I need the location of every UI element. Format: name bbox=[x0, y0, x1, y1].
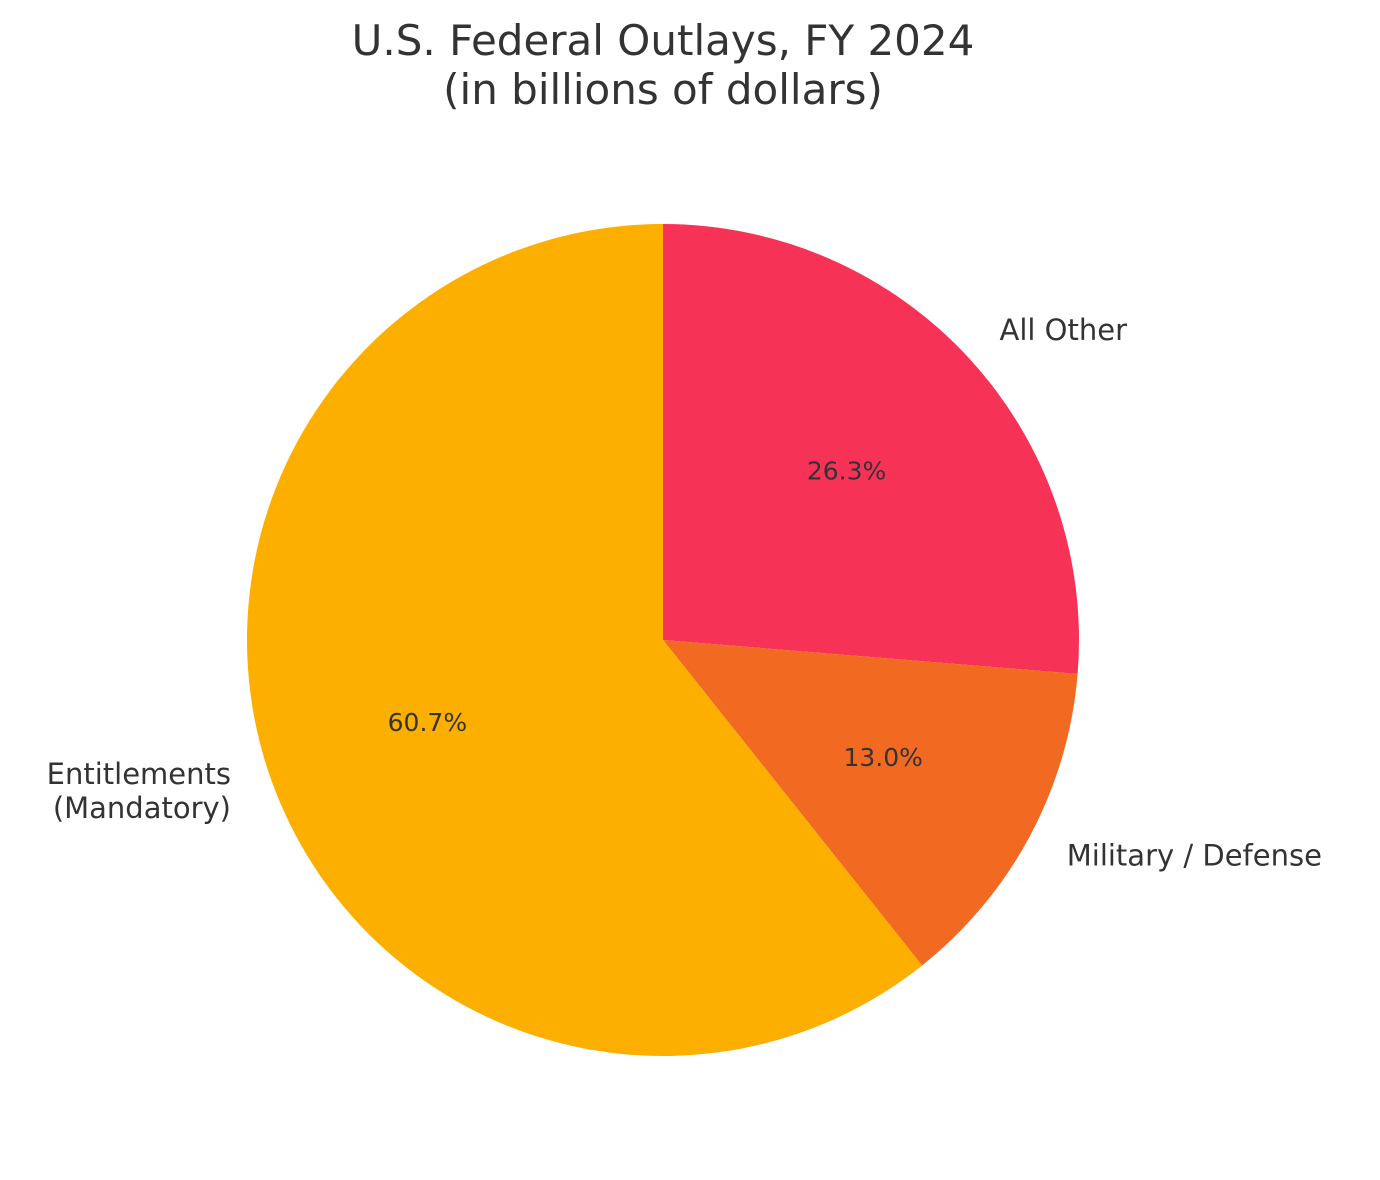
slice-label-entitlements-mandatory-line-1: Entitlements bbox=[47, 757, 231, 791]
slice-label-entitlements-mandatory-line-2: (Mandatory) bbox=[53, 791, 231, 825]
slice-label-military-defense: Military / Defense bbox=[1067, 838, 1322, 872]
percent-label-all-other: 26.3% bbox=[807, 456, 886, 485]
pie-labels: 26.3% All Other 13.0% Military / Defense 60.… bbox=[47, 313, 1322, 872]
pie-slice-entitlements-mandatory bbox=[247, 224, 923, 1056]
pie-slice-military-defense bbox=[663, 640, 1078, 966]
pie-slices bbox=[247, 224, 1079, 1056]
percent-label-military-defense: 13.0% bbox=[844, 743, 923, 772]
slice-label-all-other: All Other bbox=[1000, 313, 1128, 347]
percent-label-entitlements-mandatory: 60.7% bbox=[388, 708, 467, 737]
chart-title-line-2: (in billions of dollars) bbox=[443, 65, 883, 114]
chart-title-line-1: U.S. Federal Outlays, FY 2024 bbox=[352, 16, 975, 65]
pie-slice-all-other bbox=[663, 224, 1079, 674]
